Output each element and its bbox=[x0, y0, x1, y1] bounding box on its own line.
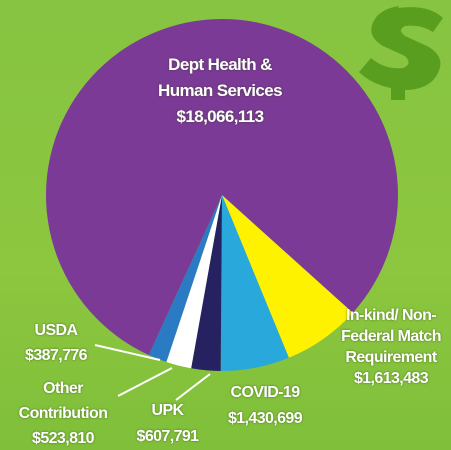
pie-slice bbox=[148, 195, 222, 362]
category-label: COVID-19 bbox=[230, 384, 301, 401]
slice-label: UPK $607,791 bbox=[115, 398, 220, 450]
leader-line bbox=[94, 344, 161, 361]
slice-label: Other Contribution $523,810 bbox=[0, 376, 126, 450]
dollar-icon bbox=[359, 6, 443, 100]
pie-slice bbox=[46, 18, 399, 356]
value-label: $1,430,699 bbox=[227, 410, 303, 427]
slice-label: COVID-19 $1,430,699 bbox=[205, 380, 325, 432]
pie-slice bbox=[166, 195, 222, 369]
value-label: $18,066,113 bbox=[176, 107, 265, 126]
value-label: $523,810 bbox=[32, 430, 95, 447]
slice-label: In-kind/ Non-Federal Match Requirement $1… bbox=[330, 305, 451, 389]
slice-label: Dept Health & Human Services $18,066,113 bbox=[150, 52, 290, 130]
leader-line bbox=[175, 373, 211, 401]
pie-slice bbox=[191, 195, 222, 371]
leader-line bbox=[117, 367, 173, 397]
pie-slice bbox=[222, 195, 353, 358]
category-label: Dept Health & Human Services bbox=[158, 55, 282, 100]
category-label: In-kind/ Non-Federal Match Requirement bbox=[341, 307, 441, 366]
pie-slice bbox=[220, 195, 289, 371]
category-label: Other Contribution bbox=[18, 380, 108, 422]
category-label: UPK bbox=[151, 402, 185, 419]
category-label: USDA bbox=[34, 322, 79, 339]
value-label: $607,791 bbox=[136, 428, 200, 445]
value-label: $387,776 bbox=[25, 347, 88, 364]
slice-label: USDA $387,776 bbox=[0, 318, 112, 368]
value-label: $1,613,483 bbox=[353, 370, 429, 387]
